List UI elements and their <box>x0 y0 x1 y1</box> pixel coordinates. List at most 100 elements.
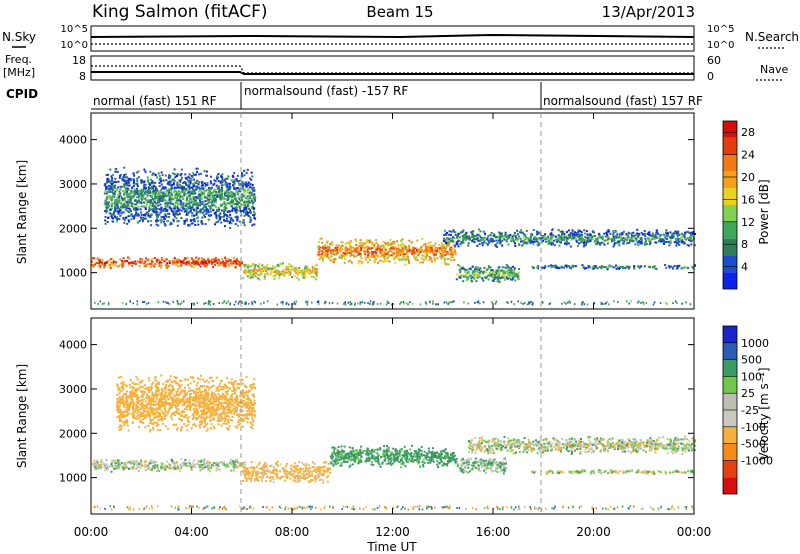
echo-cell <box>285 272 288 274</box>
echo-cell <box>347 248 350 251</box>
echo-cell <box>533 237 536 240</box>
echo-cell <box>274 269 277 272</box>
echo-cell <box>339 250 342 253</box>
echo-cell <box>238 182 241 185</box>
echo-cell <box>151 180 154 183</box>
echo-cell <box>344 303 347 306</box>
echo-cell <box>152 263 154 266</box>
echo-cell <box>677 230 680 233</box>
echo-cell <box>235 257 238 260</box>
echo-cell <box>210 464 213 467</box>
echo-cell <box>173 189 176 192</box>
echo-cell <box>134 182 137 185</box>
echo-cell <box>136 189 139 192</box>
echo-cell <box>330 255 333 258</box>
echo-cell <box>164 466 167 469</box>
echo-cell <box>105 206 108 209</box>
echo-cell <box>402 250 405 253</box>
echo-cell <box>640 238 642 241</box>
echo-cell <box>474 270 477 273</box>
echo-cell <box>234 206 237 208</box>
echo-cell <box>355 255 358 258</box>
echo-cell <box>603 243 606 246</box>
echo-cell <box>297 472 300 475</box>
echo-cell <box>129 208 132 211</box>
echo-cell <box>229 190 232 193</box>
echo-cell <box>412 246 415 249</box>
echo-cell <box>390 254 393 257</box>
echo-cell <box>220 196 223 198</box>
echo-cell <box>355 247 358 250</box>
echo-cell <box>123 166 126 169</box>
echo-cell <box>115 465 118 468</box>
echo-cell <box>693 244 696 247</box>
echo-cell <box>253 207 256 210</box>
echo-cell <box>204 302 207 304</box>
echo-cell <box>147 220 150 223</box>
echo-cell <box>230 262 233 264</box>
echo-cell <box>142 184 145 187</box>
echo-cell <box>228 187 231 190</box>
echo-cell <box>243 208 246 211</box>
echo-cell <box>685 301 687 304</box>
echo-cell <box>225 203 228 205</box>
echo-cell <box>207 192 210 194</box>
echo-cell <box>124 183 126 186</box>
echo-cell <box>228 202 231 205</box>
echo-cell <box>630 240 633 243</box>
echo-cell <box>359 303 361 305</box>
echo-cell <box>522 235 525 238</box>
echo-cell <box>529 239 532 242</box>
echo-cell <box>379 259 382 262</box>
echo-cell <box>327 248 330 251</box>
echo-cell <box>107 179 109 182</box>
echo-cell <box>151 467 154 470</box>
echo-cell <box>191 461 194 464</box>
echo-cell <box>359 239 362 242</box>
echo-cell <box>236 466 239 469</box>
echo-cell <box>208 195 211 197</box>
echo-cell <box>396 251 399 254</box>
echo-cell <box>181 189 184 192</box>
echo-cell <box>315 264 318 267</box>
echo-cell <box>522 243 525 246</box>
echo-cell <box>225 207 228 210</box>
echo-cell <box>223 206 226 209</box>
echo-cell <box>252 197 255 199</box>
echo-cell <box>640 301 642 304</box>
echo-cell <box>208 302 210 304</box>
echo-cell <box>295 272 298 275</box>
echo-cell <box>199 469 202 472</box>
echo-cell <box>324 253 327 256</box>
echo-cell <box>123 174 126 176</box>
echo-cell <box>233 192 236 195</box>
echo-cell <box>151 207 154 210</box>
echo-cell <box>290 268 293 271</box>
echo-cell <box>587 237 590 240</box>
echo-cell <box>345 252 348 255</box>
echo-cell <box>158 213 161 216</box>
echo-cell <box>254 196 257 199</box>
echo-cell <box>174 258 177 261</box>
echo-cell <box>399 249 402 252</box>
echo-cell <box>548 239 551 242</box>
echo-cell <box>623 240 626 243</box>
echo-cell <box>273 278 276 281</box>
echo-cell <box>331 243 334 246</box>
echo-cell <box>405 246 407 248</box>
echo-cell <box>485 242 488 245</box>
echo-cell <box>304 267 306 270</box>
echo-cell <box>223 263 226 266</box>
echo-cell <box>445 242 448 244</box>
echo-cell <box>578 237 581 240</box>
echo-cell <box>319 238 322 241</box>
echo-cell <box>179 186 182 189</box>
echo-cell <box>139 466 142 469</box>
echo-cell <box>580 238 583 241</box>
echo-cell <box>168 191 170 194</box>
echo-cell <box>517 277 519 280</box>
echo-cell <box>144 464 147 467</box>
echo-cell <box>563 266 566 269</box>
echo-cell <box>135 211 138 214</box>
echo-cell <box>186 462 189 465</box>
